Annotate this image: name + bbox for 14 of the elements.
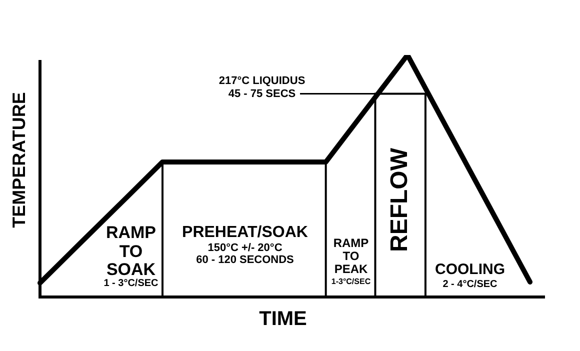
annotation: 150°C +/- 20°C: [206, 242, 284, 254]
y-axis-title: TEMPERATURE: [9, 92, 30, 228]
annotation: 2 - 4°C/SEC: [442, 279, 498, 290]
annotation: 45 - 75 SECS: [227, 88, 297, 100]
annotation: 1-3°C/SEC: [330, 277, 372, 287]
x-axis-title: TIME: [259, 308, 307, 330]
annotation: 1 - 3°C/SEC: [102, 278, 160, 289]
annotation: RAMP TO SOAK: [106, 223, 156, 280]
annotation: 60 - 120 SECONDS: [195, 254, 295, 266]
annotation: REFLOW: [386, 148, 414, 252]
annotation: COOLING: [434, 261, 506, 278]
annotation: 217°C LIQUIDUS: [218, 75, 306, 88]
annotation: PREHEAT/SOAK: [181, 224, 309, 242]
annotation: RAMP TO PEAK: [332, 236, 370, 277]
